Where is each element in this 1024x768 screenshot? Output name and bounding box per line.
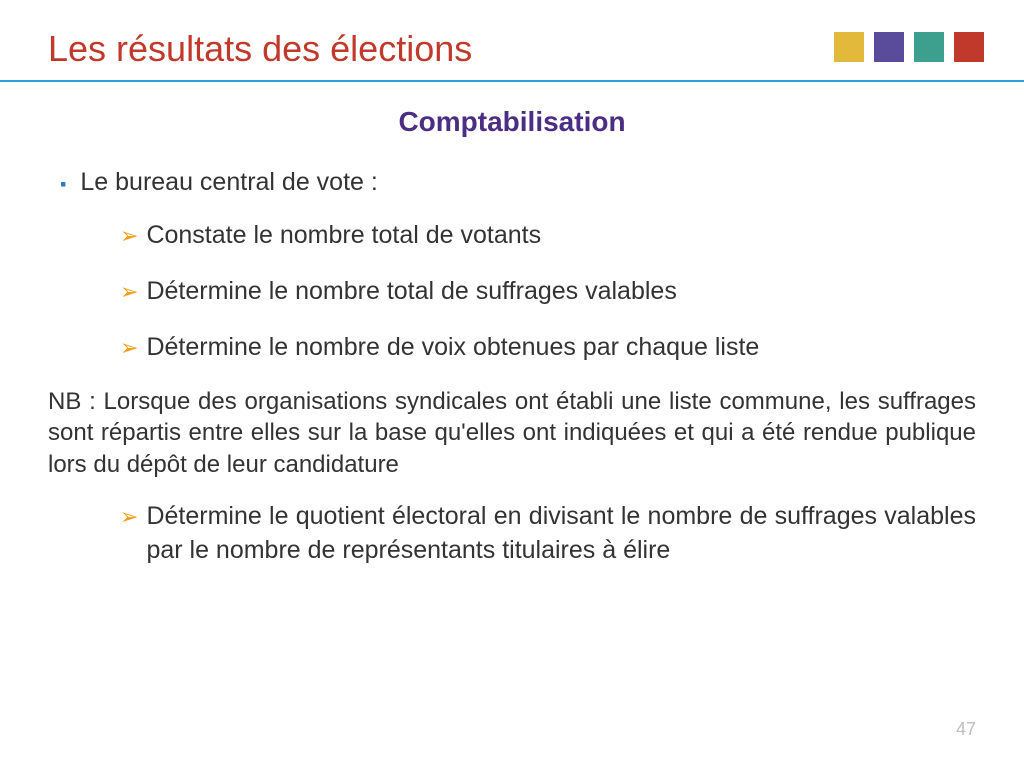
square-bullet-icon: ▪ <box>60 174 66 195</box>
nb-note: NB : Lorsque des organisations syndicale… <box>48 386 976 480</box>
main-bullet: ▪ Le bureau central de vote : <box>60 168 976 197</box>
page-title: Les résultats des élections <box>48 28 472 70</box>
slide-content: ▪ Le bureau central de vote : ➢ Constate… <box>0 138 1024 364</box>
page-number: 47 <box>956 719 976 740</box>
sub-bullet-text: Constate le nombre total de votants <box>146 219 541 253</box>
chevron-icon: ➢ <box>120 502 138 532</box>
main-bullet-text: Le bureau central de vote : <box>80 168 377 197</box>
square-3 <box>914 32 944 62</box>
sub-bullet-text: Détermine le nombre total de suffrages v… <box>146 275 676 309</box>
chevron-icon: ➢ <box>120 333 138 363</box>
decorative-squares <box>834 32 984 62</box>
sub-bullet-text: Détermine le nombre de voix obtenues par… <box>146 331 759 365</box>
square-4 <box>954 32 984 62</box>
sub-bullet-text: Détermine le quotient électoral en divis… <box>146 500 976 568</box>
sub-bullet-item: ➢ Constate le nombre total de votants <box>120 219 976 253</box>
slide-header: Les résultats des élections <box>0 0 1024 80</box>
sub-bullet-list: ➢ Constate le nombre total de votants ➢ … <box>120 219 976 364</box>
chevron-icon: ➢ <box>120 221 138 251</box>
square-1 <box>834 32 864 62</box>
chevron-icon: ➢ <box>120 277 138 307</box>
header-divider <box>0 80 1024 82</box>
sub-bullet-item: ➢ Détermine le nombre total de suffrages… <box>120 275 976 309</box>
slide-subtitle: Comptabilisation <box>0 106 1024 138</box>
sub-bullet-list-continued: ➢ Détermine le quotient électoral en div… <box>120 500 976 568</box>
sub-bullet-item: ➢ Détermine le nombre de voix obtenues p… <box>120 331 976 365</box>
square-2 <box>874 32 904 62</box>
sub-bullet-item: ➢ Détermine le quotient électoral en div… <box>120 500 976 568</box>
slide-content-continued: ➢ Détermine le quotient électoral en div… <box>0 500 1024 568</box>
